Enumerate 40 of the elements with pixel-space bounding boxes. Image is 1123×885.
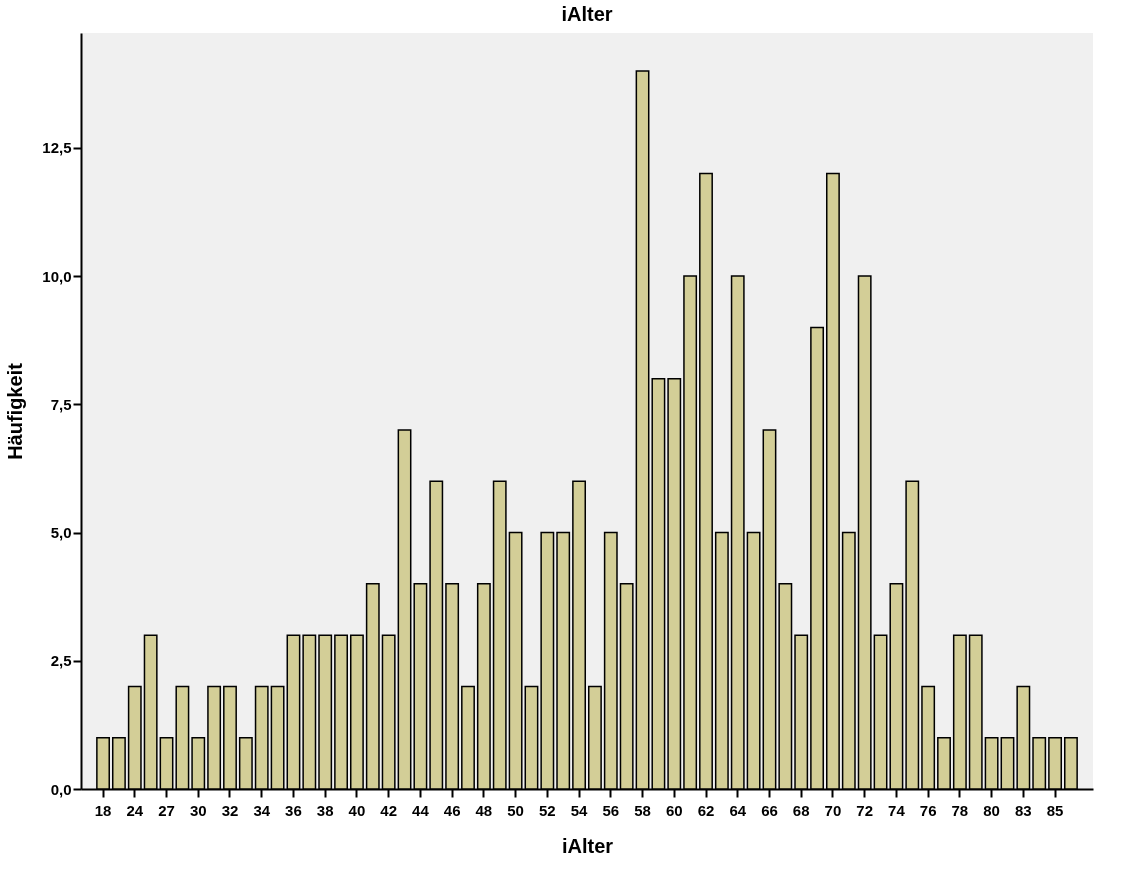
x-tick-label: 80 xyxy=(983,801,1000,819)
x-tick-label: 83 xyxy=(1015,801,1032,819)
x-tick-label: 44 xyxy=(412,801,430,819)
x-tick-label: 60 xyxy=(665,801,683,819)
x-tick-label: 54 xyxy=(570,801,589,819)
x-tick-label: 64 xyxy=(729,801,747,819)
x-tick-label: 38 xyxy=(316,801,334,819)
x-tick-label: 18 xyxy=(94,801,112,819)
x-tick-label: 48 xyxy=(475,801,493,819)
x-tick-label: 66 xyxy=(761,801,778,819)
y-tick-label: 10,0 xyxy=(42,267,72,285)
y-axis-title: Häufigkeit xyxy=(4,362,27,460)
x-axis-title: iAlter xyxy=(561,834,614,857)
y-tick-label: 0,0 xyxy=(50,780,72,798)
y-tick-label: 5,0 xyxy=(50,524,72,542)
x-tick-label: 76 xyxy=(919,801,937,819)
chart-title: iAlter xyxy=(561,3,613,25)
x-tick-label: 85 xyxy=(1046,801,1064,819)
x-tick-label: 30 xyxy=(189,801,207,819)
x-tick-label: 70 xyxy=(824,801,842,819)
x-tick-label: 40 xyxy=(348,801,366,819)
x-tick-label: 62 xyxy=(697,801,715,819)
x-tick-label: 36 xyxy=(285,801,302,819)
x-tick-label: 27 xyxy=(158,801,175,819)
x-tick-label: 78 xyxy=(951,801,969,819)
x-tick-label: 42 xyxy=(380,801,398,819)
y-tick-label: 12,5 xyxy=(42,139,72,157)
x-tick-label: 34 xyxy=(253,801,271,819)
x-tick-label: 52 xyxy=(538,801,556,819)
y-tick-label: 7,5 xyxy=(50,395,72,413)
x-tick-label: 58 xyxy=(634,801,651,819)
x-tick-label: 32 xyxy=(221,801,239,819)
x-tick-label: 56 xyxy=(602,801,620,819)
y-tick-label: 2,5 xyxy=(50,652,72,670)
x-tick-label: 74 xyxy=(888,801,906,819)
x-tick-label: 46 xyxy=(443,801,461,819)
x-tick-label: 68 xyxy=(792,801,810,819)
x-tick-label: 24 xyxy=(126,801,144,819)
x-tick-label: 50 xyxy=(507,801,524,819)
x-tick-label: 72 xyxy=(856,801,874,819)
